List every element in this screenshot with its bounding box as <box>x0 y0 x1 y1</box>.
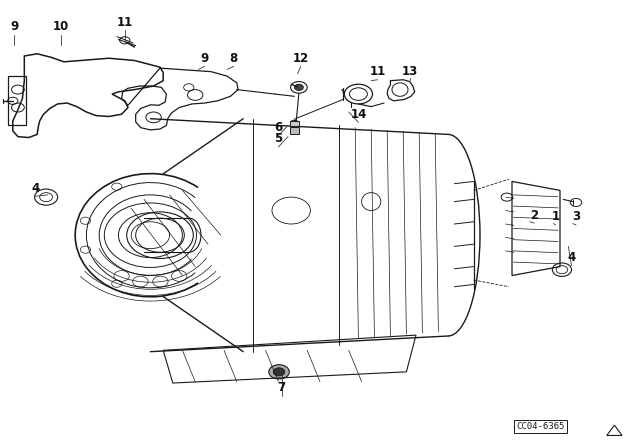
Text: 12: 12 <box>292 52 309 65</box>
Text: 6: 6 <box>275 121 282 134</box>
Text: 9: 9 <box>10 20 18 34</box>
Bar <box>290 121 299 126</box>
Text: 11: 11 <box>369 65 386 78</box>
Circle shape <box>273 368 285 376</box>
Text: 1: 1 <box>552 210 559 224</box>
Text: 7: 7 <box>278 381 285 394</box>
Text: 3: 3 <box>572 210 580 224</box>
Text: 9: 9 <box>201 52 209 65</box>
Circle shape <box>291 120 298 125</box>
Text: 2: 2 <box>531 208 538 222</box>
Text: 11: 11 <box>116 16 133 29</box>
Text: 4: 4 <box>568 251 575 264</box>
Text: 10: 10 <box>52 20 69 34</box>
Text: CC04-6365: CC04-6365 <box>516 422 565 431</box>
Text: 5: 5 <box>275 132 282 146</box>
Circle shape <box>294 84 303 90</box>
Text: 13: 13 <box>401 65 418 78</box>
Text: 14: 14 <box>350 108 367 121</box>
Circle shape <box>269 365 289 379</box>
Text: 8: 8 <box>230 52 237 65</box>
Text: 4: 4 <box>31 181 39 195</box>
Bar <box>290 127 299 134</box>
